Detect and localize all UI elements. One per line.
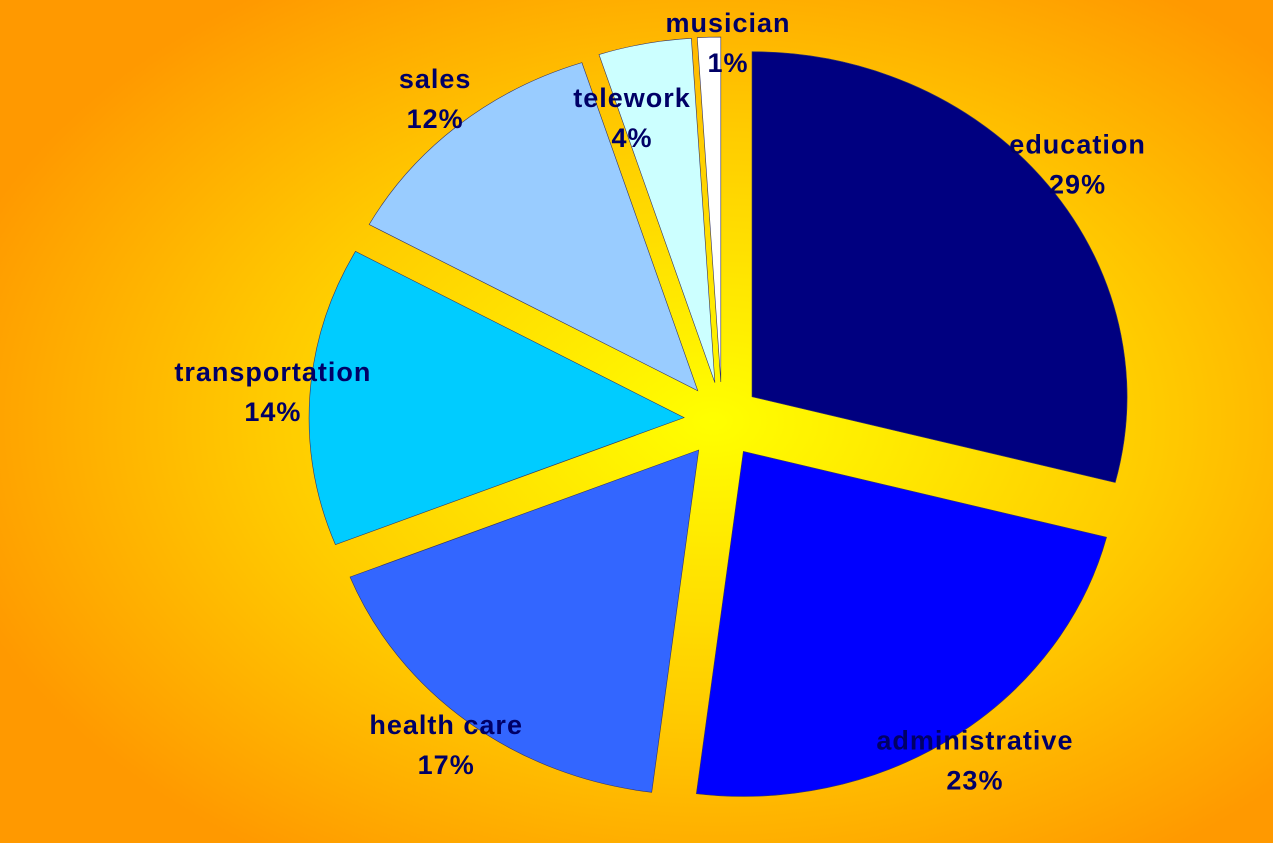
slice-label: health care (369, 710, 523, 740)
slice-label: transportation (174, 357, 371, 387)
slice-label: administrative (876, 726, 1073, 756)
pie-slice (751, 51, 1128, 483)
slice-value-label: 23% (946, 766, 1003, 796)
slice-label: telework (573, 83, 691, 113)
slice-value-label: 14% (244, 397, 301, 427)
slice-label: sales (399, 64, 472, 94)
pie-slice (598, 38, 716, 383)
slice-value-label: 17% (418, 750, 475, 780)
pie-slice (308, 251, 685, 545)
slice-value-label: 12% (407, 104, 464, 134)
slice-value-label: 29% (1049, 169, 1106, 199)
slice-label: education (1009, 129, 1146, 159)
slice-value-label: 4% (611, 123, 652, 153)
pie-slice (696, 36, 722, 383)
slice-value-label: 1% (707, 48, 748, 78)
pie-slice (696, 451, 1107, 797)
pie-slice (349, 449, 700, 793)
pie-slice (368, 62, 699, 392)
slice-label: musician (665, 8, 790, 38)
